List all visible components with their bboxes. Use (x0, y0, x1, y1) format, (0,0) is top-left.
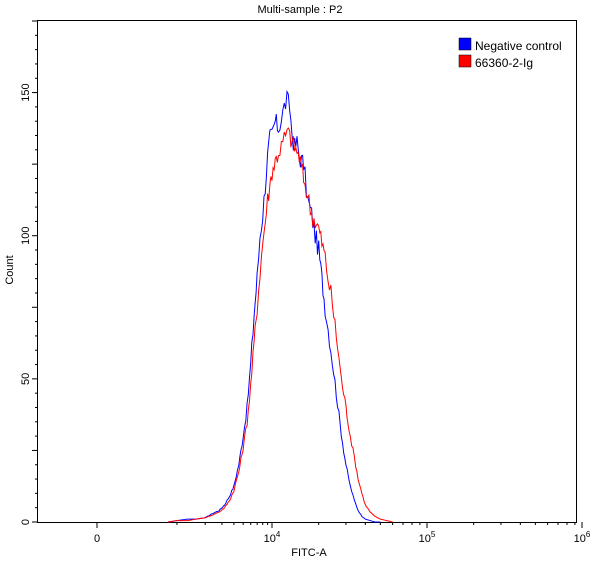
y-tick-label: 0 (20, 519, 32, 525)
legend-label-66360-2-ig: 66360-2-Ig (475, 56, 533, 70)
series-group (168, 89, 393, 523)
y-axis-title: Count (4, 255, 16, 284)
legend-swatch-66360-2-ig (458, 54, 472, 68)
series-line-negative-control (168, 89, 381, 523)
plot-frame (37, 20, 577, 523)
x-tick-label: 105 (419, 530, 436, 545)
chart-title: Multi-sample : P2 (258, 4, 343, 16)
x-axis-title: FITC-A (291, 547, 327, 559)
legend-swatch-negative-control (458, 37, 472, 51)
series-line-66360-2-ig (168, 127, 393, 523)
x-tick-label: 104 (264, 530, 281, 545)
legend: Negative control 66360-2-Ig (458, 37, 562, 70)
x-tick-label: 0 (94, 533, 100, 545)
legend-label-negative-control: Negative control (475, 39, 562, 53)
y-tick-label: 150 (20, 83, 32, 101)
y-axis: 050100150200250300350 (20, 20, 38, 525)
y-tick-label: 100 (20, 227, 32, 245)
y-tick-label: 50 (20, 373, 32, 385)
x-tick-label: 106 (574, 530, 591, 545)
x-axis: 0 104 105 106 (94, 522, 591, 545)
